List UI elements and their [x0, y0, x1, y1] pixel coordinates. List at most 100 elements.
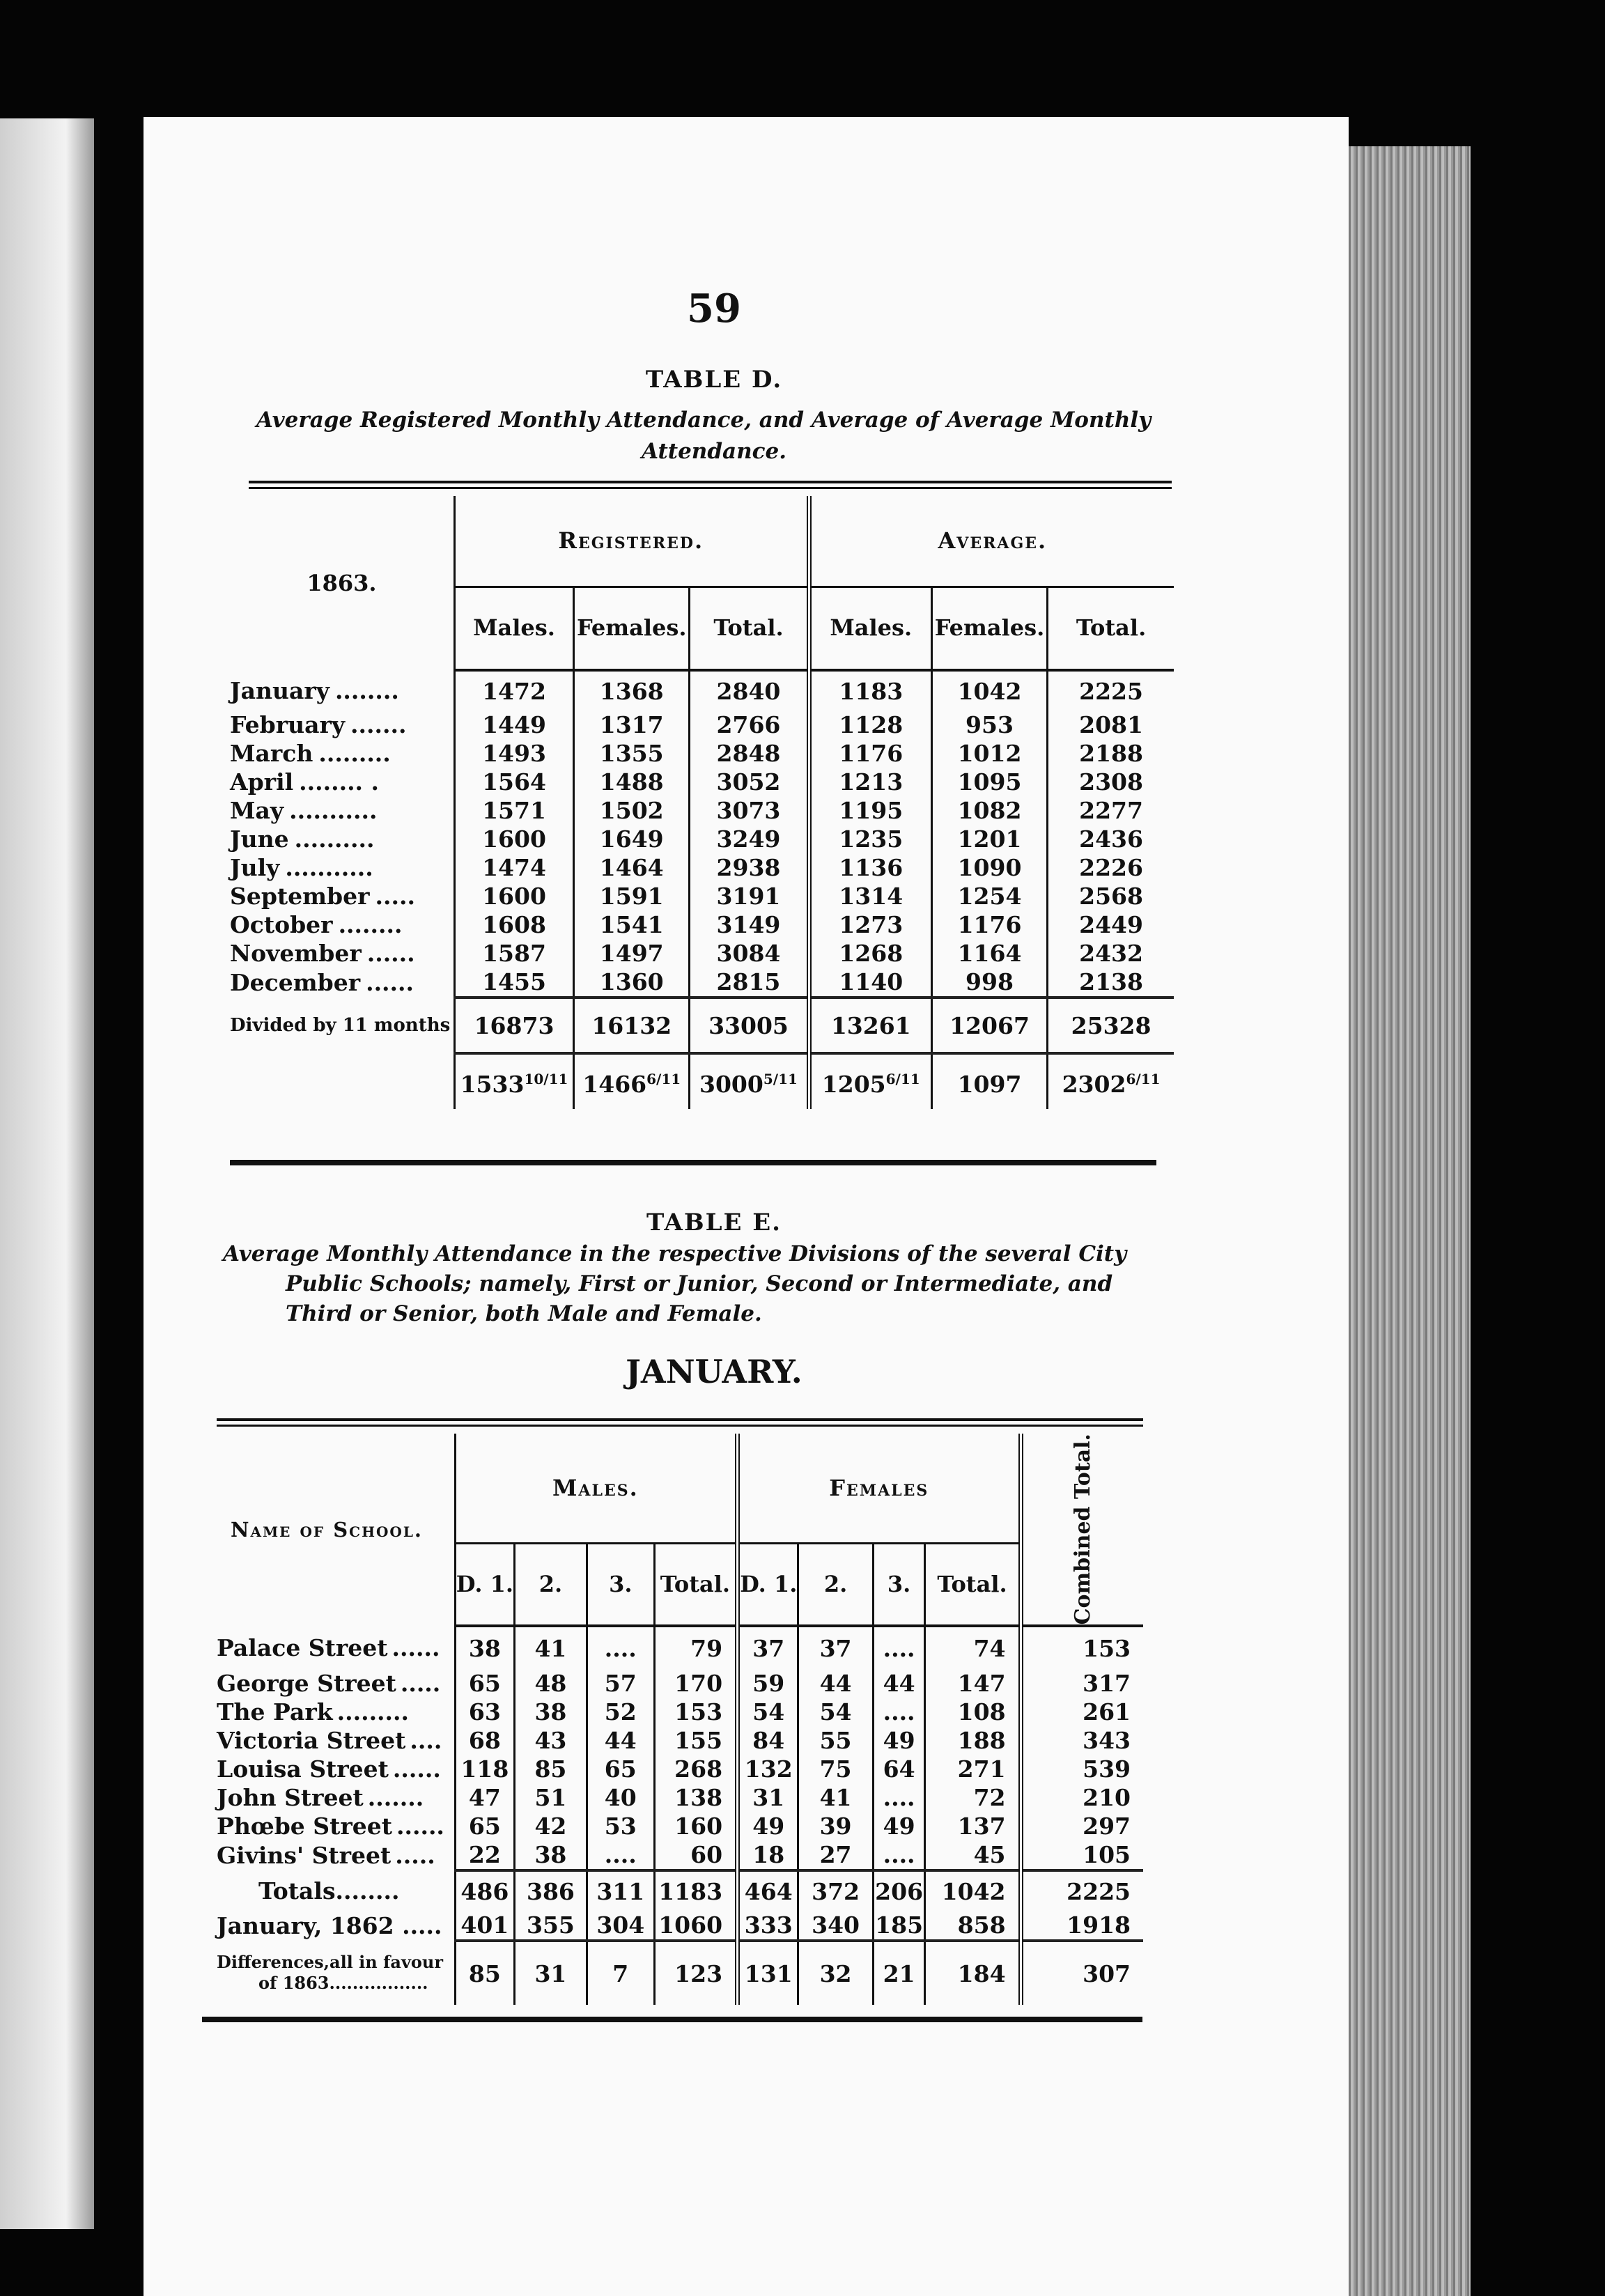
book-edge — [1349, 146, 1471, 2296]
value-ct: 539 — [1018, 1755, 1143, 1784]
value-at: 2432 — [1046, 939, 1174, 968]
leader-dots: ...... — [391, 1634, 440, 1661]
value-ft: 147 — [924, 1669, 1021, 1698]
table-d-bottom-rule — [230, 1160, 1156, 1165]
value-af: 1164 — [930, 939, 1048, 968]
combined-total-label: Combined Total. — [1070, 1434, 1095, 1625]
diff-mt: 123 — [653, 1939, 738, 2006]
empty-cell — [230, 1053, 454, 1109]
diff-f3: 21 — [871, 1939, 925, 2006]
sum-af: 12067 — [930, 996, 1048, 1053]
school-cell: Givins' Street..... — [217, 1840, 455, 1870]
value-f2: 27 — [797, 1840, 874, 1871]
month-cell: May........... — [230, 796, 454, 825]
leader-dots: ....... — [367, 1784, 424, 1812]
value-m1: 22 — [453, 1840, 515, 1871]
table-row: Phœbe Street...... 65 42 53 160 49 39 49 137 297 — [217, 1812, 1143, 1841]
month-cell: January........ — [230, 670, 454, 711]
value-am: 1136 — [806, 853, 932, 882]
f-2-header: 2. — [797, 1543, 874, 1628]
average-fraction: 6/11 — [1126, 1071, 1161, 1087]
school-cell: George Street..... — [217, 1669, 455, 1698]
value-mt: 153 — [653, 1698, 738, 1727]
table-e: Name of School. Males. Females Combined … — [217, 1434, 1143, 2006]
table-e-bottom-rule — [202, 2017, 1142, 2022]
value-mt: 268 — [653, 1755, 738, 1784]
value-f1: 18 — [735, 1840, 798, 1871]
value-at: 2188 — [1046, 739, 1174, 768]
value-at: 2138 — [1046, 968, 1174, 998]
average-row: 153310/11 14666/11 30005/11 12056/11 1097 230… — [230, 1052, 1174, 1109]
leader-dots: ...... — [366, 969, 414, 996]
value-af: 1201 — [930, 825, 1048, 853]
totals-f1: 464 — [735, 1869, 798, 1911]
leader-dots: ..... — [375, 883, 415, 910]
value-f1: 37 — [735, 1626, 798, 1670]
totals-ct: 2225 — [1018, 1869, 1143, 1911]
differences-row: Differences,all in favour of 1863........… — [217, 1939, 1143, 2006]
value-at: 2449 — [1046, 910, 1174, 939]
value-f3: .... — [871, 1626, 925, 1670]
value-am: 1235 — [806, 825, 932, 853]
leader-dots: .......... — [294, 825, 375, 853]
divided-label: Divided by 11 months — [230, 1014, 451, 1036]
value-f1: 49 — [735, 1812, 798, 1841]
month-cell: March......... — [230, 739, 454, 768]
value-mt: 155 — [653, 1726, 738, 1755]
value-rf: 1464 — [573, 853, 690, 882]
registered-header: Registered. — [453, 496, 809, 588]
table-e-subtitle-2: Public Schools; namely, First or Junior,… — [286, 1271, 1113, 1296]
school-name: The Park — [217, 1698, 333, 1726]
school-name: Victoria Street — [217, 1727, 406, 1755]
average-header: Average. — [806, 496, 1174, 588]
value-at: 2081 — [1046, 711, 1174, 739]
value-m2: 43 — [513, 1726, 587, 1755]
value-m2: 48 — [513, 1669, 587, 1698]
value-am: 1128 — [806, 711, 932, 739]
value-am: 1176 — [806, 739, 932, 768]
totals-m2: 386 — [513, 1869, 587, 1911]
value-ct: 105 — [1018, 1840, 1143, 1871]
value-m1: 68 — [453, 1726, 515, 1755]
leader-dots: ........... — [285, 854, 373, 881]
value-rm: 1472 — [453, 670, 574, 711]
month-cell: December...... — [230, 968, 454, 998]
value-m3: 40 — [585, 1783, 655, 1813]
table-row: John Street....... 47 51 40 138 31 41.... 72 210 — [217, 1783, 1143, 1813]
table-e-month: JANUARY. — [626, 1353, 802, 1390]
table-row: December...... 1455 1360 2815 1140 998 2138 — [230, 968, 1174, 998]
table-d-title: TABLE D. — [645, 366, 783, 394]
school-cell: Victoria Street.... — [217, 1726, 455, 1755]
value-rf: 1541 — [573, 910, 690, 939]
leader-dots: ...... — [392, 1755, 441, 1783]
page-number: 59 — [687, 286, 741, 332]
table-row: January........ 1472 1368 2840 1183 1042 2225 — [230, 670, 1174, 711]
leader-dots: ........ — [334, 676, 399, 704]
f-3-header: 3. — [871, 1543, 925, 1628]
value-m1: 47 — [453, 1783, 515, 1813]
month-label: November — [230, 940, 362, 967]
value-mt: 60 — [653, 1840, 738, 1871]
table-row: George Street..... 65 48 57 170 59 44 44 147 317 — [217, 1669, 1143, 1698]
value-ct: 153 — [1018, 1626, 1143, 1670]
value-ct: 297 — [1018, 1812, 1143, 1841]
leader-dots: .... — [410, 1727, 442, 1755]
average-rt: 30005/11 — [688, 1052, 809, 1109]
month-cell: October........ — [230, 910, 454, 939]
value-rt: 2840 — [688, 670, 809, 711]
diff-ft: 184 — [924, 1939, 1021, 2006]
sum-am: 13261 — [806, 996, 932, 1053]
value-am: 1314 — [806, 882, 932, 910]
school-name: George Street — [217, 1670, 396, 1698]
value-f3: 44 — [871, 1669, 925, 1698]
average-af: 1097 — [930, 1052, 1048, 1109]
value-rf: 1317 — [573, 711, 690, 739]
school-name: Phœbe Street — [217, 1813, 392, 1840]
leader-dots: ..... — [400, 1670, 441, 1698]
school-name: Givins' Street — [217, 1842, 391, 1870]
diff-m1: 85 — [453, 1939, 515, 2006]
table-d-subtitle-1: Average Registered Monthly Attendance, a… — [256, 408, 1152, 433]
school-name: Palace Street — [217, 1634, 388, 1661]
totals-f3: 206 — [871, 1869, 925, 1911]
value-m2: 38 — [513, 1698, 587, 1727]
